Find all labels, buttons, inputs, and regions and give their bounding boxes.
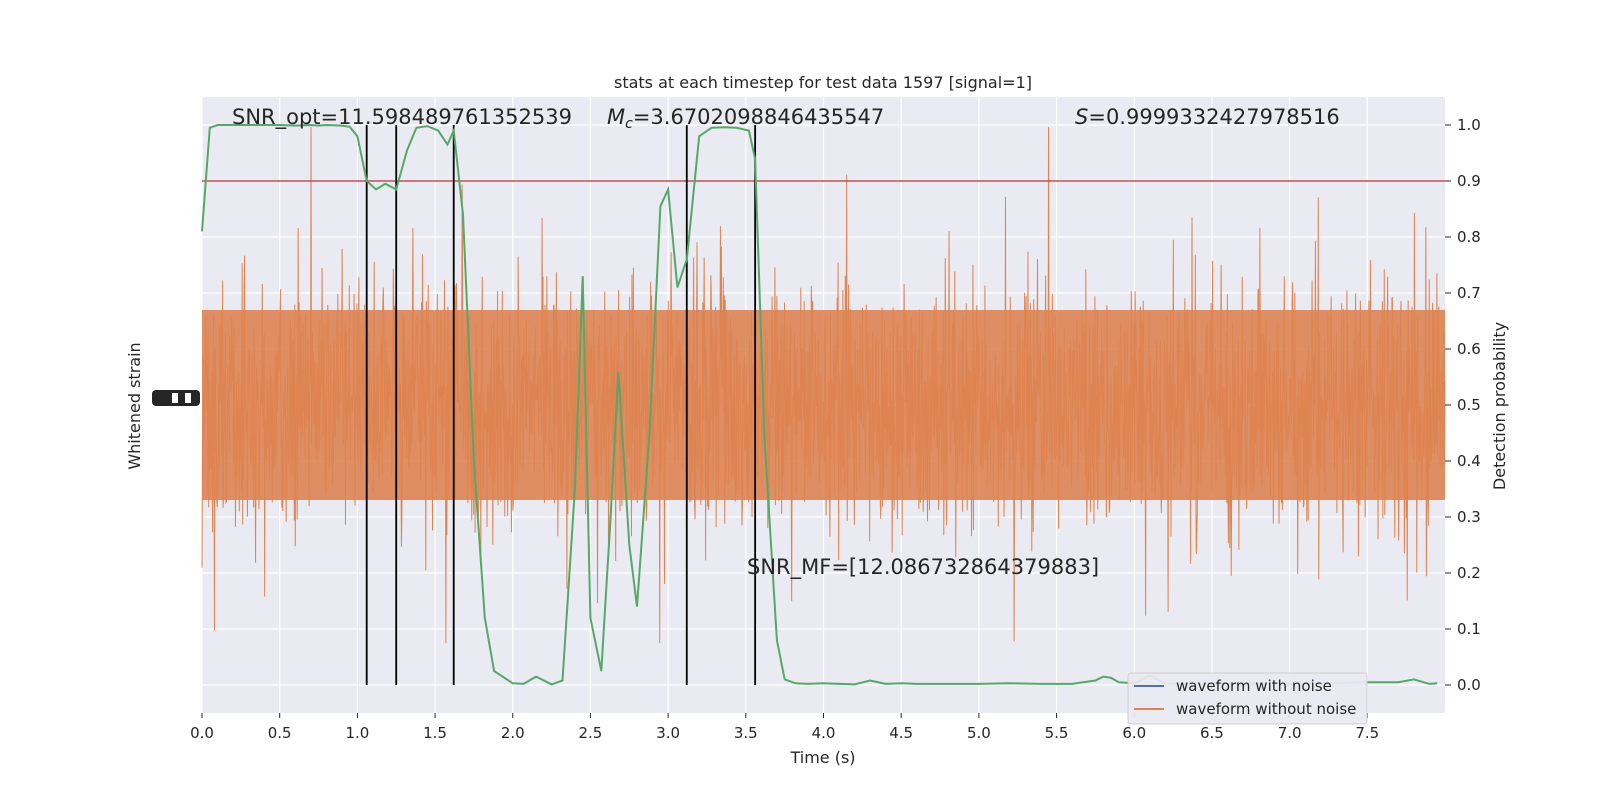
- trigger-lines: [365, 125, 757, 685]
- chirp-mass-symbol: M: [607, 105, 625, 129]
- legend-box: [1127, 672, 1368, 725]
- x-tick-label: 0.0: [190, 724, 214, 742]
- x-tick-label: 5.0: [967, 724, 991, 742]
- y-tick-label: 0.6: [1457, 340, 1481, 358]
- detection-statistic-value: =0.9999332427978516: [1088, 105, 1339, 129]
- x-axis-label: Time (s): [789, 748, 855, 767]
- x-tick-label: 7.5: [1355, 724, 1379, 742]
- detection-statistic-symbol: S: [1075, 105, 1088, 129]
- x-tick-label: 3.5: [734, 724, 758, 742]
- snr-opt-annotation: SNR_opt=11.598489761352539: [232, 105, 572, 130]
- chart-title: stats at each timestep for test data 159…: [614, 73, 1032, 92]
- y-tick-label: 0.1: [1457, 620, 1481, 638]
- y-tick-label: 0.3: [1457, 508, 1481, 526]
- left-tick-gap: [185, 393, 191, 403]
- x-tick-label: 3.0: [656, 724, 680, 742]
- detection-probability-series: [201, 123, 1438, 686]
- y-tick-label: 0.9: [1457, 172, 1481, 190]
- x-axis-ticks: 0.0 0.5 1.0 1.5 2.0 2.5 3.0 3.5 4.0 4.5 5.0 5.5 6.0 6…: [190, 713, 1379, 742]
- left-axis-ticks: [152, 390, 200, 406]
- legend-label-without-noise: waveform without noise: [1176, 700, 1356, 718]
- y-tick-label: 1.0: [1457, 116, 1481, 134]
- x-tick-label: 4.0: [812, 724, 836, 742]
- chirp-mass-annotation: Mc=3.6702098846435547: [607, 105, 884, 132]
- y-axis-right-ticks: 0.0 0.1 0.2 0.3 0.4 0.5 0.6 0.7 0.8 0.9 1.0: [1445, 116, 1481, 694]
- x-tick-label: 1.0: [345, 724, 369, 742]
- y-axis-left-label: Whitened strain: [125, 342, 144, 469]
- left-tick-gap: [172, 393, 178, 403]
- x-tick-label: 1.5: [423, 724, 447, 742]
- y-tick-label: 0.4: [1457, 452, 1481, 470]
- y-tick-label: 0.7: [1457, 284, 1481, 302]
- x-tick-label: 0.5: [268, 724, 292, 742]
- x-tick-label: 2.5: [579, 724, 603, 742]
- chirp-mass-value: =3.6702098846435547: [633, 105, 884, 129]
- y-tick-label: 0.8: [1457, 228, 1481, 246]
- x-tick-label: 6.5: [1200, 724, 1224, 742]
- y-axis-right-label: Detection probability: [1490, 322, 1509, 490]
- snr-mf-annotation: SNR_MF=[12.086732864379883]: [747, 555, 1099, 580]
- y-tick-label: 0.2: [1457, 564, 1481, 582]
- x-tick-label: 7.0: [1278, 724, 1302, 742]
- x-tick-label: 4.5: [889, 724, 913, 742]
- y-tick-label: 0.5: [1457, 396, 1481, 414]
- x-tick-label: 5.5: [1045, 724, 1069, 742]
- waveform-without-noise-series: [201, 126, 1446, 644]
- chirp-mass-subscript: c: [625, 116, 633, 132]
- y-tick-label: 0.0: [1457, 676, 1481, 694]
- x-tick-label: 2.0: [501, 724, 525, 742]
- x-tick-label: 6.0: [1122, 724, 1146, 742]
- legend-label-with-noise: waveform with noise: [1176, 677, 1332, 695]
- legend: waveform with noise waveform without noi…: [1127, 672, 1368, 725]
- strain-noise-band: [202, 310, 1445, 500]
- detection-statistic-annotation: S=0.9999332427978516: [1075, 105, 1340, 129]
